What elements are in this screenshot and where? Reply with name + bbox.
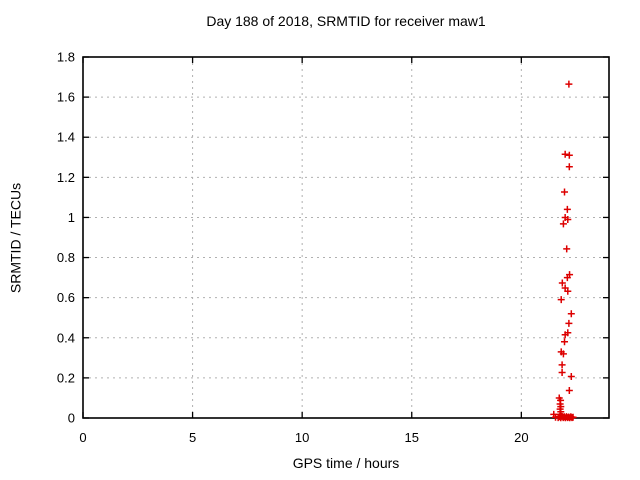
data-point-plus <box>565 319 573 327</box>
x-axis-label: GPS time / hours <box>292 455 400 471</box>
data-point-plus <box>564 215 572 223</box>
y-tick-label: 1 <box>68 210 75 225</box>
data-point-plus <box>563 274 571 282</box>
data-point-plus <box>565 151 573 159</box>
data-point-plus <box>565 163 573 171</box>
data-point-plus <box>567 310 575 318</box>
data-point-plus <box>558 279 566 287</box>
data-point-plus <box>564 287 572 295</box>
x-tick-label: 0 <box>79 430 86 445</box>
data-point-plus <box>567 372 575 380</box>
data-point-plus <box>557 296 565 304</box>
data-points <box>550 80 577 422</box>
y-tick-label: 1.8 <box>57 50 75 65</box>
data-point-plus <box>569 413 577 421</box>
data-point-plus <box>565 80 573 88</box>
y-tick-label: 0.2 <box>57 370 75 385</box>
data-point-plus <box>558 368 566 376</box>
y-tick-label: 0 <box>68 411 75 426</box>
x-tick-labels: 0 5 10 15 20 <box>79 430 528 445</box>
gridlines <box>83 57 609 418</box>
y-tick-label: 1.6 <box>57 90 75 105</box>
plot-border <box>82 56 610 419</box>
y-tick-label: 1.2 <box>57 170 75 185</box>
y-tick-label: 0.8 <box>57 250 75 265</box>
x-tick-label: 5 <box>189 430 196 445</box>
y-tick-label: 0.6 <box>57 290 75 305</box>
data-point-plus <box>561 338 569 346</box>
y-tick-label: 0.4 <box>57 330 75 345</box>
x-tick-label: 15 <box>405 430 419 445</box>
data-point-plus <box>563 245 571 253</box>
x-tick-label: 20 <box>514 430 528 445</box>
data-point-plus <box>561 150 569 158</box>
chart-title: Day 188 of 2018, SRMTID for receiver maw… <box>206 13 486 29</box>
data-point-plus <box>559 350 567 358</box>
data-point-plus <box>558 361 566 369</box>
x-tick-label: 10 <box>295 430 309 445</box>
data-point-plus <box>563 205 571 213</box>
data-point-plus <box>565 387 573 395</box>
data-point-plus <box>559 220 567 228</box>
data-point-plus <box>561 331 569 339</box>
data-point-plus <box>561 188 569 196</box>
y-tick-labels: 0 0.2 0.4 0.6 0.8 1 1.2 1.4 1.6 1.8 <box>57 50 75 426</box>
y-tick-label: 1.4 <box>57 130 75 145</box>
tick-marks <box>82 56 609 419</box>
